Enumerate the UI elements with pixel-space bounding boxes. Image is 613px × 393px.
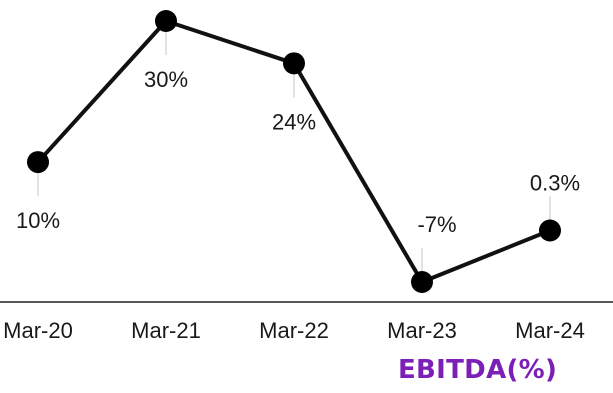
data-label: 24% [272, 109, 316, 134]
x-tick-label: Mar-21 [131, 318, 201, 343]
data-point[interactable] [27, 151, 49, 174]
data-label: 10% [16, 208, 60, 233]
data-label: 30% [144, 67, 188, 92]
x-tick-label: Mar-22 [259, 318, 329, 343]
data-label: -7% [417, 212, 456, 237]
data-point[interactable] [539, 219, 561, 242]
x-axis-tick-labels: Mar-20 Mar-21 Mar-22 Mar-23 Mar-24 [3, 318, 585, 343]
data-point[interactable] [411, 271, 433, 293]
data-label: 0.3% [530, 171, 580, 196]
x-tick-label: Mar-24 [515, 318, 585, 343]
chart-caption: EBITDA(%) [398, 355, 558, 385]
data-point[interactable] [155, 10, 177, 32]
data-labels: 10% 30% 24% -7% 0.3% [16, 67, 580, 237]
x-tick-label: Mar-20 [3, 318, 73, 343]
data-point[interactable] [283, 52, 305, 75]
data-points [27, 10, 561, 293]
x-tick-label: Mar-23 [387, 318, 457, 343]
